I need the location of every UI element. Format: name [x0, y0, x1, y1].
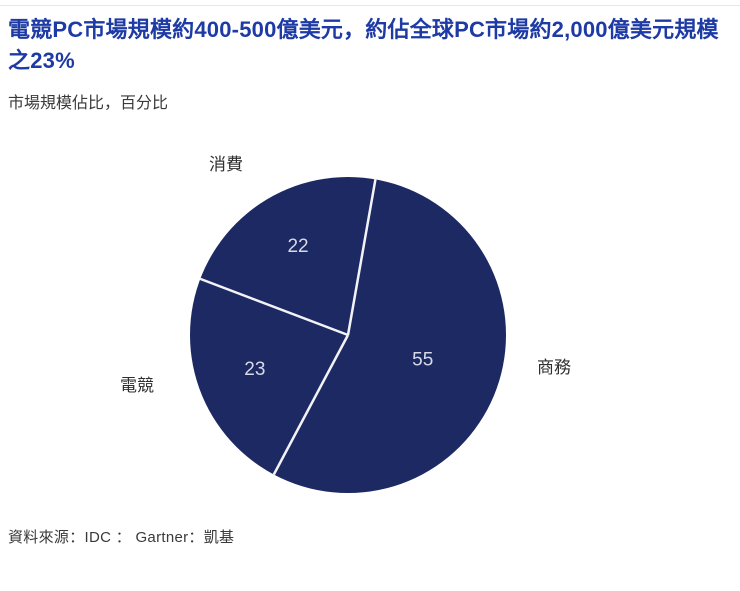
slice-label-consumer: 消費 — [209, 155, 243, 174]
chart-subtitle: 市場規模佔比，百分比 — [8, 95, 169, 112]
top-divider — [0, 5, 740, 6]
slice-separator — [272, 334, 350, 476]
slice-value-label: 23 — [244, 359, 265, 380]
slice-separator — [346, 179, 377, 336]
slice-value-label: 55 — [412, 350, 433, 371]
slice-value-label: 22 — [287, 236, 308, 257]
page-title: 電競PC市場規模約400-500億美元，約佔全球PC市場約2,000億美元規模之… — [8, 17, 719, 74]
source-note: 資料來源：IDC ： Gartner：凱基 — [8, 529, 235, 546]
slice-label-business: 商務 — [537, 358, 571, 377]
slice-separator — [199, 277, 349, 337]
slice-label-gaming: 電競 — [120, 376, 154, 395]
pie-chart: 55 23 22 — [190, 177, 506, 493]
